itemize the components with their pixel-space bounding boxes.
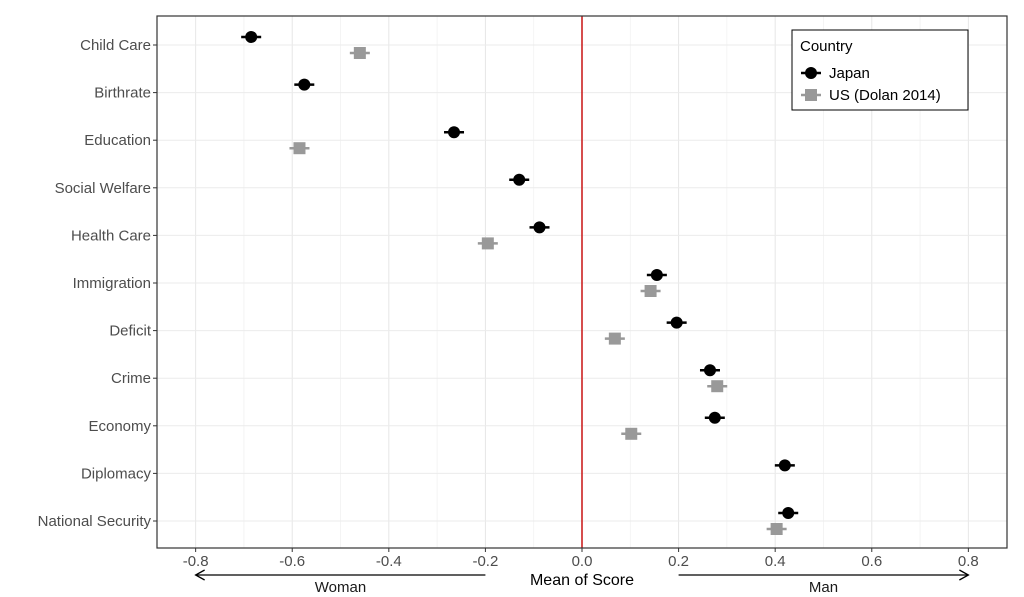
us-point — [621, 427, 642, 440]
point-marker — [782, 507, 795, 519]
category-label: Education — [84, 132, 151, 149]
x-tick-label: 0.8 — [958, 553, 979, 570]
legend-item: US (Dolan 2014) — [801, 87, 941, 104]
point-marker — [245, 31, 258, 43]
woman-label: Woman — [315, 579, 366, 596]
legend-key-marker — [805, 67, 817, 79]
x-axis-title: Mean of Score — [530, 572, 634, 589]
point-marker — [770, 523, 783, 535]
legend-label: US (Dolan 2014) — [829, 87, 941, 104]
us-point — [349, 47, 370, 59]
us-point — [477, 237, 498, 250]
x-tick-label: -0.4 — [376, 553, 402, 570]
legend: Country Japan US (Dolan 2014) — [791, 29, 969, 111]
japan-point — [774, 459, 795, 472]
y-category-labels: Child Care Birthrate Education Social Welfa… — [38, 37, 157, 530]
category-label: National Security — [38, 513, 152, 530]
point-marker — [708, 411, 721, 424]
legend-key-marker — [805, 89, 817, 101]
point-marker — [650, 269, 663, 281]
japan-point — [294, 78, 315, 91]
legend-box — [791, 29, 969, 111]
point-marker — [353, 47, 366, 59]
japan-point — [704, 411, 725, 424]
x-tick-label: 0.4 — [765, 553, 786, 570]
japan-point — [444, 126, 465, 139]
us-point — [289, 142, 310, 155]
category-label: Immigration — [73, 275, 151, 292]
japan-point — [646, 269, 667, 281]
point-marker — [644, 285, 657, 297]
point-marker — [608, 332, 621, 345]
x-tick-label: -0.2 — [472, 553, 498, 570]
legend-items: Japan US (Dolan 2014) — [801, 65, 941, 104]
point-marker — [533, 221, 546, 234]
category-label: Deficit — [109, 323, 152, 340]
x-tick-label: -0.6 — [279, 553, 305, 570]
japan-point — [778, 507, 799, 519]
x-tick-label: 0.6 — [861, 553, 882, 570]
legend-title: Country — [800, 38, 853, 55]
legend-label: Japan — [829, 65, 870, 82]
japan-point — [241, 31, 262, 43]
point-marker — [448, 126, 461, 139]
point-marker — [298, 78, 311, 91]
point-marker — [670, 316, 683, 329]
point-marker — [711, 380, 724, 393]
point-marker — [625, 427, 638, 440]
point-marker — [703, 364, 716, 377]
man-direction-arrow: Man — [678, 569, 970, 596]
man-label: Man — [809, 579, 838, 596]
us-point — [640, 285, 661, 297]
category-label: Birthrate — [94, 85, 151, 102]
point-marker — [481, 237, 494, 250]
category-label: Economy — [88, 418, 151, 435]
point-marker — [293, 142, 306, 155]
point-marker — [778, 459, 791, 472]
data-points — [241, 31, 799, 535]
x-tick-labels: -0.8 -0.6 -0.4 -0.2 0.0 0.2 0.4 0.6 0.8 — [183, 548, 979, 570]
x-tick-label: 0.2 — [668, 553, 689, 570]
us-point — [707, 380, 728, 393]
x-tick-label: -0.8 — [183, 553, 209, 570]
us-point — [766, 523, 787, 535]
category-label: Diplomacy — [81, 465, 152, 482]
point-marker — [513, 173, 526, 186]
category-label: Health Care — [71, 227, 151, 244]
japan-point — [529, 221, 550, 234]
japan-point — [666, 316, 687, 329]
x-tick-label: 0.0 — [572, 553, 593, 570]
category-label: Social Welfare — [55, 180, 151, 197]
category-label: Child Care — [80, 37, 151, 54]
japan-point — [509, 173, 530, 186]
category-label: Crime — [111, 370, 151, 387]
legend-item: Japan — [801, 65, 870, 82]
japan-point — [699, 364, 720, 377]
woman-direction-arrow: Woman — [194, 569, 486, 596]
us-point — [604, 332, 625, 345]
